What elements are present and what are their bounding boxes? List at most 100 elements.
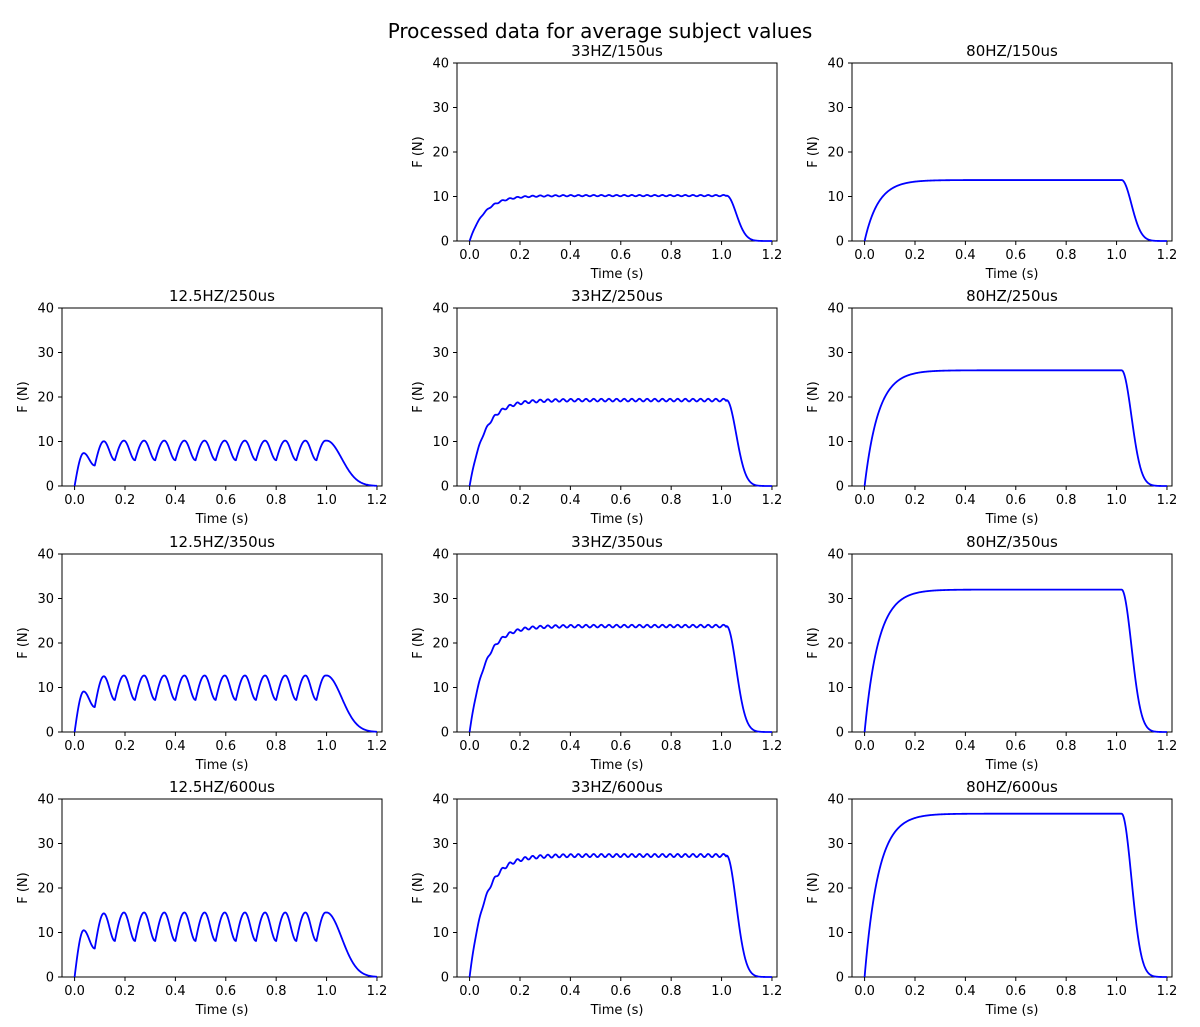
subplot-title: 12.5HZ/350us [169,533,275,551]
x-tick-label: 0.8 [266,739,287,754]
x-axis-label: Time (s) [195,1003,249,1018]
y-axis-label: F (N) [806,381,821,412]
subplot-title: 33HZ/600us [571,778,663,796]
y-tick-label: 0 [836,235,844,250]
x-tick-label: 0.2 [510,739,531,754]
x-tick-label: 0.8 [1056,984,1077,999]
y-axis-label: F (N) [411,627,426,658]
x-tick-label: 1.2 [1157,739,1178,754]
series-line [863,369,1168,487]
series-line [468,623,773,733]
series-line [468,194,773,242]
x-tick-label: 1.2 [367,739,388,754]
series-line [863,812,1168,978]
x-tick-label: 0.0 [854,984,875,999]
x-axis-label: Time (s) [985,758,1039,773]
y-axis-label: F (N) [16,627,31,658]
x-tick-label: 0.2 [510,984,531,999]
y-tick-label: 30 [827,837,844,852]
subplot-title: 33HZ/250us [571,287,663,305]
axes-frame [456,798,778,978]
x-tick-label: 1.0 [711,984,732,999]
axes-frame [456,553,778,733]
series-line [863,588,1168,733]
y-axis-label: F (N) [411,872,426,903]
y-tick-label: 10 [37,681,54,696]
y-tick-label: 20 [37,882,54,897]
y-tick-label: 20 [37,637,54,652]
y-tick-label: 10 [37,435,54,450]
subplot-panel: 33HZ/350us 0 10 20 30 40 0.0 0.2 0.4 0.6 0.8 1.0 1.2… [411,533,782,773]
subplot-panel: 80HZ/600us 0 10 20 30 40 0.0 0.2 0.4 0.6 0.8 1.0 1.2… [806,778,1177,1018]
subplot-panel: 80HZ/350us 0 10 20 30 40 0.0 0.2 0.4 0.6 0.8 1.0 1.2… [806,533,1177,773]
y-tick-label: 10 [827,190,844,205]
x-tick-label: 0.6 [215,493,236,508]
x-tick-label: 0.8 [1056,493,1077,508]
y-tick-label: 0 [46,971,54,986]
x-tick-label: 0.0 [854,493,875,508]
subplot-panel: 33HZ/250us 0 10 20 30 40 0.0 0.2 0.4 0.6 0.8 1.0 1.2… [411,287,782,527]
x-tick-label: 0.2 [905,984,926,999]
subplot-title: 33HZ/150us [571,42,663,60]
subplot-grid: 33HZ/150us 0 10 20 30 40 0.0 0.2 0.4 0.6 0.8 1.0 1.2… [16,42,1177,1018]
subplot-title: 80HZ/350us [966,533,1058,551]
y-tick-label: 40 [432,793,449,808]
x-tick-label: 0.4 [955,493,976,508]
y-tick-label: 40 [432,548,449,563]
y-tick-label: 40 [37,302,54,317]
subplot-panel: 12.5HZ/600us 0 10 20 30 40 0.0 0.2 0.4 0.6 0.8 1.0 1… [16,778,387,1018]
subplot-panel: 33HZ/600us 0 10 20 30 40 0.0 0.2 0.4 0.6 0.8 1.0 1.2… [411,778,782,1018]
y-axis-label: F (N) [806,136,821,167]
x-tick-label: 0.6 [610,739,631,754]
y-tick-label: 30 [37,837,54,852]
subplot-panel: 12.5HZ/250us 0 10 20 30 40 0.0 0.2 0.4 0.6 0.8 1.0 1… [16,287,387,527]
x-tick-label: 0.4 [560,493,581,508]
y-tick-label: 30 [827,101,844,116]
x-tick-label: 0.8 [661,739,682,754]
y-tick-label: 30 [432,101,449,116]
x-axis-label: Time (s) [590,267,644,282]
subplot-title: 80HZ/250us [966,287,1058,305]
subplot-panel: 33HZ/150us 0 10 20 30 40 0.0 0.2 0.4 0.6 0.8 1.0 1.2… [411,42,782,282]
subplot-title: 12.5HZ/250us [169,287,275,305]
x-tick-label: 1.0 [1106,984,1127,999]
axes-frame [61,307,383,487]
x-tick-label: 0.2 [905,248,926,263]
x-tick-label: 1.2 [762,739,783,754]
y-tick-label: 30 [827,592,844,607]
x-tick-label: 0.4 [165,493,186,508]
x-tick-label: 1.0 [711,739,732,754]
y-tick-label: 40 [827,302,844,317]
x-tick-label: 0.2 [115,739,136,754]
axes-frame [851,553,1173,733]
x-tick-label: 1.0 [1106,248,1127,263]
y-tick-label: 20 [827,637,844,652]
series-line [73,439,378,487]
series-line [468,397,773,487]
y-tick-label: 10 [827,926,844,941]
y-tick-label: 0 [836,971,844,986]
x-axis-label: Time (s) [985,512,1039,527]
y-tick-label: 10 [827,435,844,450]
y-tick-label: 30 [37,592,54,607]
series-line [73,911,378,978]
x-tick-label: 0.8 [1056,248,1077,263]
y-tick-label: 40 [827,793,844,808]
series-line [863,179,1168,242]
x-tick-label: 0.6 [215,984,236,999]
y-tick-label: 0 [836,726,844,741]
x-tick-label: 0.8 [661,493,682,508]
y-axis-label: F (N) [411,136,426,167]
x-tick-label: 1.2 [367,984,388,999]
y-tick-label: 0 [441,480,449,495]
x-tick-label: 0.4 [955,248,976,263]
x-tick-label: 1.0 [711,493,732,508]
y-tick-label: 10 [432,190,449,205]
y-tick-label: 40 [37,548,54,563]
subplot-title: 80HZ/150us [966,42,1058,60]
y-tick-label: 20 [432,146,449,161]
x-tick-label: 0.6 [610,493,631,508]
x-tick-label: 0.2 [510,248,531,263]
x-tick-label: 1.0 [316,984,337,999]
x-tick-label: 0.4 [955,739,976,754]
